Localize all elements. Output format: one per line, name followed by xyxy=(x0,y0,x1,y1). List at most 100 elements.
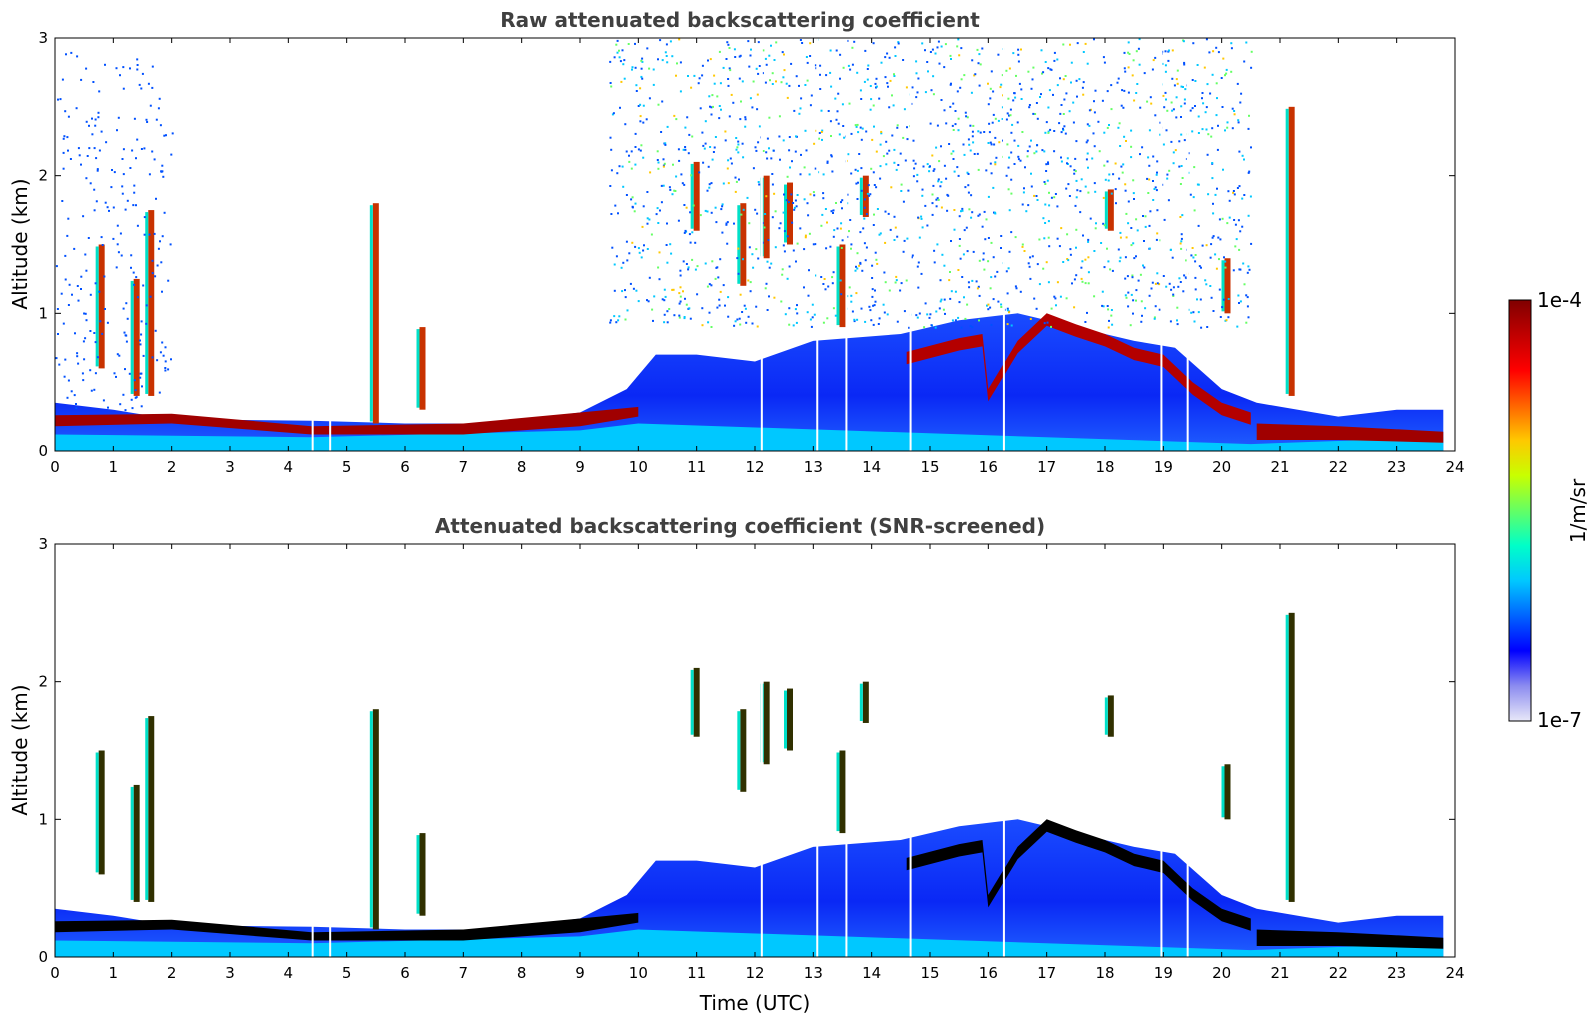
surface-layer xyxy=(55,423,1444,451)
x-tick-label: 1 xyxy=(109,458,119,476)
cloud-streak xyxy=(763,681,770,765)
x-tick-label: 11 xyxy=(687,964,706,982)
cloud-streak xyxy=(133,784,140,902)
data-gap xyxy=(1002,544,1005,957)
x-tick-label: 17 xyxy=(1037,964,1056,982)
cloud-streak xyxy=(1224,258,1231,314)
x-tick-label: 14 xyxy=(862,964,881,982)
cloud-edge xyxy=(859,177,863,215)
cloud-edge xyxy=(737,205,741,284)
cloud-edge xyxy=(690,163,694,229)
cloud-streak xyxy=(1288,106,1295,396)
y-axis-label: Altitude (km) xyxy=(8,684,32,815)
y-axis-ticks: 0 1 2 3 xyxy=(38,29,1455,460)
data-gap xyxy=(816,544,819,957)
data-gap xyxy=(1002,38,1005,451)
x-tick-label: 10 xyxy=(629,964,648,982)
x-tick-label: 4 xyxy=(284,964,294,982)
aerosol-layer xyxy=(1256,929,1444,949)
cloud-streak xyxy=(1288,612,1295,902)
x-tick-label: 13 xyxy=(804,458,823,476)
y-tick-label: 1 xyxy=(38,810,48,828)
data-gap xyxy=(311,544,314,957)
cloud-streak xyxy=(763,175,770,259)
cloud-edge xyxy=(95,246,99,367)
x-tick-label: 18 xyxy=(1095,458,1114,476)
boundary-layer-backscatter xyxy=(55,819,1444,957)
cloud-streak xyxy=(148,716,155,902)
x-tick-label: 17 xyxy=(1037,458,1056,476)
data-gap xyxy=(845,38,848,451)
data-gap xyxy=(1186,544,1189,957)
y-tick-label: 2 xyxy=(38,673,48,691)
cloud-streak xyxy=(740,709,747,792)
x-tick-label: 8 xyxy=(517,458,527,476)
x-tick-label: 19 xyxy=(1154,458,1173,476)
y-tick-label: 3 xyxy=(38,29,48,47)
colorbar-min-label: 1e-7 xyxy=(1537,708,1582,732)
cloud-streak xyxy=(839,244,846,328)
cloud-edge xyxy=(1221,260,1225,312)
x-tick-label: 22 xyxy=(1329,964,1348,982)
cloud-edge xyxy=(859,683,863,721)
cloud-streak xyxy=(740,203,747,286)
aerosol-layer xyxy=(55,406,639,435)
surface-layer xyxy=(55,929,1444,957)
x-tick-label: 24 xyxy=(1445,964,1464,982)
heatmap-area xyxy=(55,544,1444,957)
x-axis-label: Time (UTC) xyxy=(699,991,811,1015)
cloud-streak xyxy=(839,750,846,834)
x-tick-label: 4 xyxy=(284,458,294,476)
cloud-edge xyxy=(130,786,134,900)
cloud-edge xyxy=(784,184,787,243)
cloud-streak xyxy=(862,175,869,217)
x-axis-ticks: 0 1 2 3 4 5 6 7 8 9 10 11 12 13 14 15 16 17 18 19 20 21 22 23 24 xyxy=(50,544,1465,982)
cloud-edge xyxy=(416,329,420,408)
data-gap xyxy=(845,544,848,957)
x-tick-label: 9 xyxy=(575,458,585,476)
cloud-streak xyxy=(787,688,793,751)
x-tick-label: 18 xyxy=(1095,964,1114,982)
aerosol-layer xyxy=(1256,423,1444,443)
x-tick-label: 11 xyxy=(687,458,706,476)
snr-screened-backscatter-panel: Attenuated backscattering coefficient (S… xyxy=(8,514,1465,1015)
y-tick-label: 1 xyxy=(38,304,48,322)
x-tick-label: 7 xyxy=(459,964,469,982)
x-tick-label: 16 xyxy=(979,964,998,982)
colorbar: 1e-4 1e-7 1/m/sr xyxy=(1508,288,1590,732)
x-tick-label: 22 xyxy=(1329,458,1348,476)
x-tick-label: 23 xyxy=(1387,458,1406,476)
x-tick-label: 13 xyxy=(804,964,823,982)
colorbar-gradient xyxy=(1508,299,1532,722)
cloud-streak xyxy=(372,709,379,930)
x-tick-label: 14 xyxy=(862,458,881,476)
x-axis-ticks: 0 1 2 3 4 5 6 7 8 9 10 11 12 13 14 15 16 17 18 19 20 21 22 23 24 xyxy=(50,38,1465,476)
data-gap xyxy=(1186,38,1189,451)
x-tick-label: 15 xyxy=(920,458,939,476)
cloud-edge xyxy=(416,835,420,914)
x-tick-label: 10 xyxy=(629,458,648,476)
cloud-edge xyxy=(1104,697,1108,735)
colorbar-max-label: 1e-4 xyxy=(1537,288,1582,312)
data-gap xyxy=(329,544,332,957)
x-tick-label: 5 xyxy=(342,964,352,982)
x-tick-label: 20 xyxy=(1212,458,1231,476)
cloud-edge xyxy=(369,205,373,422)
y-axis-label: Altitude (km) xyxy=(8,178,32,309)
data-gap xyxy=(760,544,763,957)
cloud-edge xyxy=(690,669,694,735)
cloud-streak xyxy=(148,210,155,396)
cloud-edge xyxy=(1285,108,1289,394)
cloud-streak xyxy=(419,833,426,916)
x-tick-label: 12 xyxy=(745,458,764,476)
x-tick-label: 24 xyxy=(1445,458,1464,476)
x-tick-label: 20 xyxy=(1212,964,1231,982)
x-tick-label: 23 xyxy=(1387,964,1406,982)
x-tick-label: 2 xyxy=(167,458,177,476)
cloud-streak xyxy=(1107,695,1114,737)
x-tick-label: 5 xyxy=(342,458,352,476)
y-tick-label: 0 xyxy=(38,442,48,460)
x-tick-label: 2 xyxy=(167,964,177,982)
cloud-top-layer xyxy=(906,313,1251,425)
